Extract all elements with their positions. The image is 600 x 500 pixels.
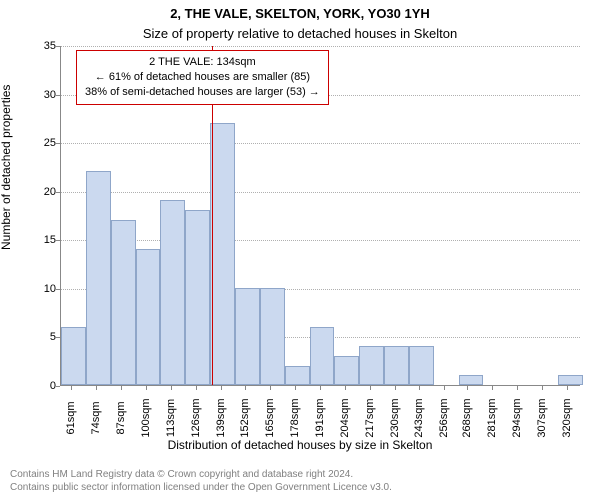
histogram-bar [334, 356, 359, 385]
copyright-line-2: Contains public sector information licen… [10, 481, 392, 494]
x-tick-label: 243sqm [413, 398, 425, 437]
gridline-h [61, 192, 580, 193]
y-tick-mark [56, 192, 60, 193]
x-tick-mark [196, 386, 197, 390]
x-tick-label: 165sqm [264, 398, 276, 437]
y-axis-label: Number of detached properties [0, 85, 13, 250]
x-tick-mark [542, 386, 543, 390]
copyright-notice: Contains HM Land Registry data © Crown c… [10, 468, 392, 494]
annotation-line: ← 61% of detached houses are smaller (85… [85, 70, 320, 85]
x-tick-label: 307sqm [536, 398, 548, 437]
x-tick-label: 74sqm [90, 401, 102, 434]
x-tick-label: 256sqm [438, 398, 450, 437]
x-tick-label: 191sqm [314, 398, 326, 437]
y-tick-mark [56, 240, 60, 241]
x-tick-label: 217sqm [364, 398, 376, 437]
x-tick-mark [121, 386, 122, 390]
histogram-bar [61, 327, 86, 385]
x-axis-label: Distribution of detached houses by size … [0, 438, 600, 452]
histogram-bar [160, 200, 185, 385]
x-tick-mark [395, 386, 396, 390]
x-tick-label: 139sqm [215, 398, 227, 437]
x-tick-label: 113sqm [165, 399, 177, 437]
histogram-bar [459, 375, 484, 385]
x-tick-label: 61sqm [65, 401, 77, 434]
x-tick-mark [320, 386, 321, 390]
histogram-bar [384, 346, 409, 385]
histogram-bar [359, 346, 384, 385]
x-tick-mark [492, 386, 493, 390]
y-tick-label: 30 [44, 89, 56, 101]
page-title-subtitle: Size of property relative to detached ho… [0, 26, 600, 41]
copyright-line-1: Contains HM Land Registry data © Crown c… [10, 468, 392, 481]
gridline-h [61, 46, 580, 47]
x-tick-label: 294sqm [511, 398, 523, 437]
histogram-bar [136, 249, 161, 385]
x-tick-label: 178sqm [289, 398, 301, 437]
y-tick-mark [56, 143, 60, 144]
histogram-bar [409, 346, 434, 385]
annotation-box: 2 THE VALE: 134sqm← 61% of detached hous… [76, 50, 329, 105]
x-tick-mark [370, 386, 371, 390]
x-tick-label: 204sqm [339, 398, 351, 437]
y-tick-label: 15 [44, 234, 56, 246]
histogram-bar [260, 288, 285, 385]
gridline-h [61, 240, 580, 241]
x-tick-label: 320sqm [561, 398, 573, 437]
y-tick-mark [56, 337, 60, 338]
x-tick-mark [467, 386, 468, 390]
x-tick-label: 100sqm [140, 398, 152, 437]
x-tick-mark [295, 386, 296, 390]
x-tick-label: 230sqm [389, 398, 401, 437]
histogram-bar [558, 375, 583, 385]
y-tick-mark [56, 386, 60, 387]
y-tick-mark [56, 95, 60, 96]
x-tick-mark [567, 386, 568, 390]
annotation-line: 2 THE VALE: 134sqm [85, 55, 320, 70]
histogram-bar [111, 220, 136, 385]
x-tick-mark [245, 386, 246, 390]
gridline-h [61, 143, 580, 144]
y-tick-label: 35 [44, 40, 56, 52]
x-tick-mark [221, 386, 222, 390]
y-tick-label: 20 [44, 186, 56, 198]
y-tick-label: 25 [44, 137, 56, 149]
y-tick-label: 10 [44, 283, 56, 295]
x-tick-mark [270, 386, 271, 390]
x-tick-mark [419, 386, 420, 390]
x-tick-label: 268sqm [461, 398, 473, 437]
x-tick-label: 152sqm [239, 398, 251, 437]
x-tick-mark [96, 386, 97, 390]
x-tick-mark [345, 386, 346, 390]
y-tick-mark [56, 46, 60, 47]
x-tick-label: 126sqm [190, 398, 202, 437]
histogram-bar [310, 327, 335, 385]
histogram-bar [185, 210, 210, 385]
x-tick-label: 281sqm [486, 398, 498, 437]
x-tick-mark [171, 386, 172, 390]
x-tick-label: 87sqm [115, 401, 127, 434]
histogram-bar [86, 171, 111, 385]
histogram-bar [235, 288, 260, 385]
annotation-line: 38% of semi-detached houses are larger (… [85, 85, 320, 100]
histogram-bar [285, 366, 310, 385]
x-tick-mark [444, 386, 445, 390]
x-tick-mark [71, 386, 72, 390]
x-tick-mark [517, 386, 518, 390]
histogram-bar [210, 123, 235, 385]
page-title-address: 2, THE VALE, SKELTON, YORK, YO30 1YH [0, 6, 600, 21]
x-tick-mark [146, 386, 147, 390]
y-tick-mark [56, 289, 60, 290]
